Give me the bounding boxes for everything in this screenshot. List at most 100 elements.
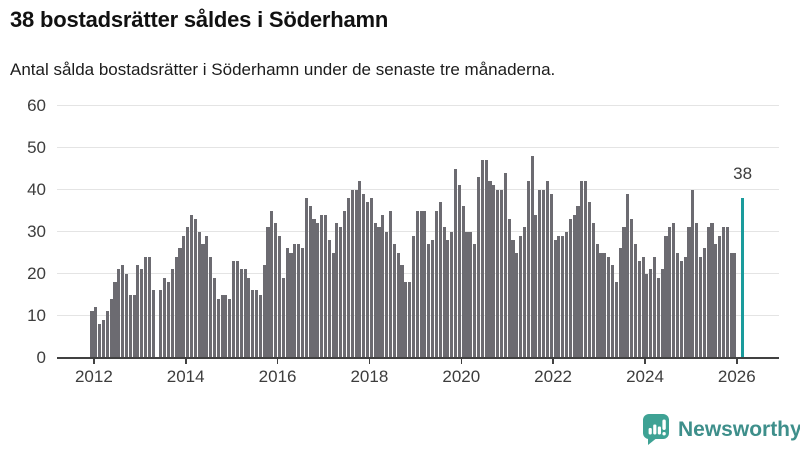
bar — [599, 252, 603, 358]
bar — [220, 294, 224, 358]
bar — [668, 227, 672, 358]
bar — [258, 294, 262, 358]
bar — [442, 227, 446, 358]
bar — [408, 281, 412, 358]
bar — [515, 252, 519, 358]
bar — [679, 260, 683, 358]
bar — [450, 231, 454, 358]
bar — [431, 239, 435, 358]
bar — [101, 319, 106, 358]
bar — [507, 218, 511, 358]
newsworthy-chart-bubble-icon — [643, 414, 669, 445]
bar — [476, 176, 481, 358]
bar — [511, 239, 515, 358]
bar — [216, 298, 220, 358]
bar — [557, 235, 561, 358]
bar — [641, 256, 645, 358]
chart-subtitle: Antal sålda bostadsrätter i Söderhamn un… — [10, 60, 556, 79]
x-tick-label: 2022 — [534, 367, 572, 386]
bar — [178, 248, 182, 358]
bar — [189, 214, 194, 358]
bar — [373, 223, 377, 358]
bar — [687, 227, 691, 358]
bar — [549, 193, 553, 358]
x-tick-mark — [736, 358, 738, 364]
bar — [308, 206, 312, 358]
bar — [331, 252, 335, 358]
bar — [304, 197, 308, 358]
bar — [503, 172, 507, 358]
bar — [239, 269, 243, 358]
bar — [224, 294, 228, 358]
bar — [526, 181, 530, 358]
bar — [622, 227, 626, 358]
bar — [170, 269, 174, 358]
bar — [300, 248, 305, 358]
gridline — [57, 147, 779, 148]
bar — [423, 210, 427, 358]
bar — [664, 235, 668, 358]
bar — [591, 223, 595, 358]
y-tick-label: 20 — [27, 264, 46, 283]
bar — [522, 227, 527, 358]
bar — [465, 231, 469, 358]
bar — [519, 235, 523, 358]
bar — [323, 214, 327, 358]
bar — [542, 189, 546, 358]
bar — [683, 256, 687, 358]
bar — [461, 206, 465, 358]
bar — [457, 185, 461, 358]
bar — [672, 223, 676, 358]
bar — [534, 214, 538, 358]
bar — [277, 235, 282, 358]
bar — [205, 235, 209, 358]
bar — [561, 235, 565, 358]
bar — [362, 193, 366, 358]
bar — [607, 256, 611, 358]
bar — [343, 210, 347, 358]
bar — [293, 244, 297, 358]
y-tick-label: 0 — [36, 348, 46, 367]
bar — [576, 206, 580, 358]
bar — [564, 231, 569, 358]
bar — [166, 281, 171, 358]
bar — [174, 256, 178, 358]
bar — [327, 239, 331, 358]
bar — [350, 189, 354, 358]
bar — [354, 189, 358, 358]
bar — [706, 227, 710, 358]
bar — [568, 218, 572, 358]
bar — [595, 244, 599, 358]
bar — [335, 223, 339, 358]
bar — [186, 227, 190, 358]
bar — [725, 227, 729, 358]
bar — [369, 197, 373, 358]
bar — [469, 231, 473, 358]
bar — [128, 294, 132, 358]
bar — [117, 269, 121, 358]
bar — [151, 290, 155, 358]
bar — [610, 265, 615, 358]
bar — [105, 311, 109, 358]
bar — [147, 256, 151, 358]
x-tick-label: 2012 — [74, 367, 113, 386]
bar — [197, 231, 201, 358]
bar — [297, 244, 301, 358]
bar — [140, 269, 144, 358]
bar — [232, 260, 236, 358]
bar — [262, 265, 266, 358]
bar — [247, 277, 251, 358]
bar — [614, 281, 618, 358]
bar — [346, 197, 350, 358]
bar — [484, 160, 488, 358]
bar — [136, 265, 140, 358]
bar — [121, 265, 125, 358]
bar — [316, 223, 320, 358]
bar — [98, 323, 102, 358]
bar — [144, 256, 148, 358]
y-tick-label: 60 — [27, 96, 46, 115]
bar — [553, 239, 557, 358]
bar — [488, 181, 492, 358]
